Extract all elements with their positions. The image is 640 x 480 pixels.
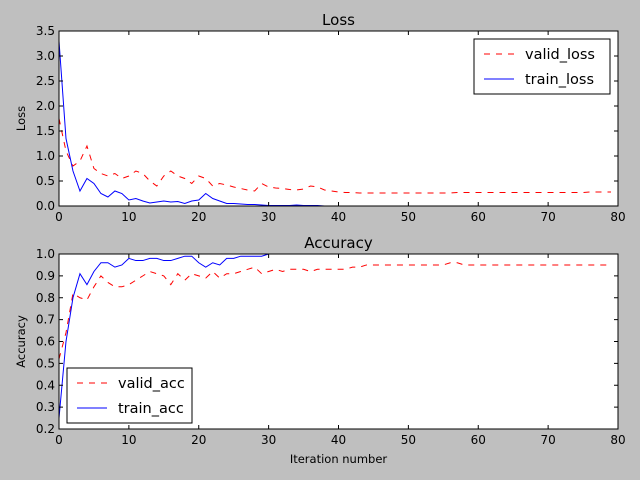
x-tick-label: 20 [191,433,206,447]
x-tick-label: 20 [191,210,206,224]
x-tick-label: 30 [261,433,276,447]
series-line-train_loss [59,40,612,206]
x-tick-label: 30 [261,210,276,224]
x-tick-label: 40 [331,210,346,224]
y-tick-label: 2.5 [36,74,55,88]
y-tick-label: 1.0 [36,149,55,163]
x-tick-label: 10 [121,433,136,447]
y-tick-label: 3.5 [36,24,55,38]
y-axis-label: Loss [14,106,28,131]
x-tick-label: 70 [540,433,555,447]
y-tick-label: 0.2 [36,422,55,436]
legend-box [66,367,193,424]
x-tick-label: 60 [471,433,486,447]
chart-1: 0 10 20 30 40 50 60 70 80 0.2 0.3 0.4 0.5 0.6 0.7 0.8 0.… [14,234,626,466]
y-tick-label: 1.5 [36,124,55,138]
y-tick-label: 0.5 [36,356,55,370]
legend-label-train_loss: train_loss [525,72,594,88]
x-tick-label: 50 [401,210,416,224]
x-tick-label: 40 [331,433,346,447]
y-axis-label: Accuracy [14,315,28,368]
x-axis-label: Iteration number [290,452,388,466]
x-tick-label: 50 [401,433,416,447]
x-tick-label: 10 [121,210,136,224]
series-line-valid_loss [59,118,612,194]
legend-label-train_acc: train_acc [118,401,184,417]
x-tick-label: 0 [55,433,63,447]
legend-label-valid_acc: valid_acc [118,376,185,392]
y-tick-label: 0.0 [36,199,55,213]
chart-title: Accuracy [304,234,373,252]
chart-0: 0 10 20 30 40 50 60 70 80 0.0 0.5 1.0 1.5 2.0 2.5 3.0 3.… [14,11,626,224]
x-tick-label: 80 [610,433,625,447]
y-tick-label: 0.8 [36,291,55,305]
x-tick-label: 60 [471,210,486,224]
y-tick-label: 0.6 [36,335,55,349]
y-tick-label: 0.7 [36,313,55,327]
x-tick-label: 70 [540,210,555,224]
x-tick-label: 80 [610,210,625,224]
series-line-train_acc [59,254,612,419]
x-tick-label: 0 [55,210,63,224]
series-line-valid_acc [59,262,612,360]
y-tick-label: 2.0 [36,99,55,113]
legend: valid_acc train_acc [66,367,193,424]
y-tick-label: 3.0 [36,49,55,63]
legend-box [473,38,611,95]
legend-label-valid_loss: valid_loss [525,47,595,63]
chart-title: Loss [322,11,355,29]
y-tick-label: 0.3 [36,400,55,414]
y-tick-label: 0.4 [36,378,55,392]
y-tick-label: 0.9 [36,269,55,283]
y-tick-label: 1.0 [36,247,55,261]
y-tick-label: 0.5 [36,174,55,188]
legend: valid_loss train_loss [473,38,611,95]
